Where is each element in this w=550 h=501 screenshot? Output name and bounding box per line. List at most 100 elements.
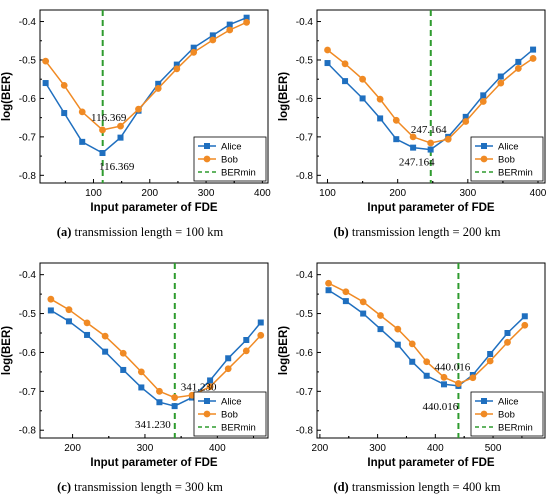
caption-letter: (d) [333,480,348,494]
y-tick-label: -0.4 [296,17,314,28]
data-point-bob [504,338,511,346]
y-tick-label: -0.8 [296,426,314,437]
plot-frame [316,262,546,439]
x-tick-label: 300 [459,188,476,199]
x-tick-label: 300 [198,188,215,199]
data-point-bob [409,133,417,141]
data-point-bob [514,65,522,72]
data-point-alice [530,46,537,53]
y-axis-title: log(BER) [278,326,290,375]
legend-label-alice: Alice [498,142,519,153]
data-point-bob [154,85,162,92]
x-tick-label: 400 [530,188,547,199]
data-point-bob [479,98,487,105]
data-point-alice [65,318,72,325]
caption-letter: (b) [333,225,348,239]
x-tick-label: 100 [85,188,102,199]
legend-label-bermin: BERmin [221,423,256,434]
plot-frame [39,262,269,439]
data-point-bob [486,357,494,365]
series-line-bob [328,282,526,385]
data-point-bob [137,368,145,376]
data-point-bob [242,347,250,355]
legend: Alice Bob BERmin [193,136,267,182]
y-tick-label: -0.6 [19,348,37,359]
data-point-bob [99,126,106,134]
y-tick-label: -0.4 [19,17,37,28]
data-point-alice [521,313,528,320]
data-point-alice [171,403,178,410]
caption-letter: (c) [57,480,71,494]
data-point-alice [225,355,232,362]
panel-caption: (c) transmission length = 300 km [57,480,223,494]
annotation-label: 440.016 [435,362,471,374]
data-point-bob [392,116,400,124]
legend-label-bob: Bob [498,410,515,421]
y-tick-label: -0.5 [296,309,314,320]
data-point-alice [359,95,366,102]
data-point-alice [377,115,384,122]
legend-marker-alice [204,143,210,149]
y-tick-label: -0.6 [296,94,314,105]
data-point-bob [224,365,232,373]
data-point-alice [487,351,494,357]
data-point-alice [393,136,400,143]
x-tick-label: 200 [64,443,81,454]
caption-text: transmission length = 400 km [349,480,501,494]
data-point-alice [84,331,91,338]
data-point-bob [408,340,416,348]
data-point-bob [171,394,179,401]
data-point-alice [440,381,447,388]
data-point-alice [173,61,180,68]
annotation-label: 440.016 [423,401,459,413]
data-point-alice [47,307,54,314]
y-tick-label: -0.6 [19,94,37,105]
data-point-bob [117,122,124,130]
y-tick-label: -0.7 [296,132,314,143]
x-tick-label: 100 [319,188,336,199]
data-point-alice [99,150,106,157]
legend-marker-bob [203,155,211,163]
data-point-bob [135,105,142,113]
data-point-bob [324,46,331,54]
y-tick-label: -0.5 [19,55,37,66]
legend-label-bob: Bob [498,155,515,166]
y-tick-label: -0.6 [296,348,314,359]
panel-caption: (a) transmission length = 100 km [57,225,224,239]
caption-text: transmission length = 200 km [349,225,501,239]
data-point-alice [377,326,384,333]
legend-marker-bob [480,155,488,163]
data-point-bob [190,48,198,56]
data-point-bob [469,374,477,382]
y-axis-title: log(BER) [1,326,13,375]
data-point-alice [61,110,68,117]
data-point-bob [78,108,86,116]
y-tick-label: -0.7 [19,387,37,398]
data-point-bob [173,65,181,73]
data-point-alice [325,287,332,294]
data-point-alice [462,113,469,120]
data-point-alice [207,377,214,384]
data-point-alice [226,21,233,28]
x-axis-title: Input parameter of FDE [367,457,494,469]
legend: Alice Bob BERmin [193,391,267,437]
legend-label-bermin: BERmin [498,168,533,179]
x-tick-label: 200 [389,188,406,199]
data-point-bob [529,55,537,62]
data-point-bob [427,139,435,147]
legend-marker-alice [481,143,487,149]
data-point-bob [209,36,217,44]
data-point-alice [515,58,522,65]
data-point-alice [504,330,511,336]
data-point-bob [156,387,163,395]
y-axis-title: log(BER) [278,72,290,121]
y-tick-label: -0.5 [296,55,314,66]
data-point-alice [342,298,349,305]
legend-marker-bob [480,410,488,418]
data-point-alice [42,80,49,87]
data-point-bob [521,321,529,329]
data-point-alice [394,341,401,348]
legend-marker-alice [481,398,487,404]
data-point-alice [342,78,349,85]
